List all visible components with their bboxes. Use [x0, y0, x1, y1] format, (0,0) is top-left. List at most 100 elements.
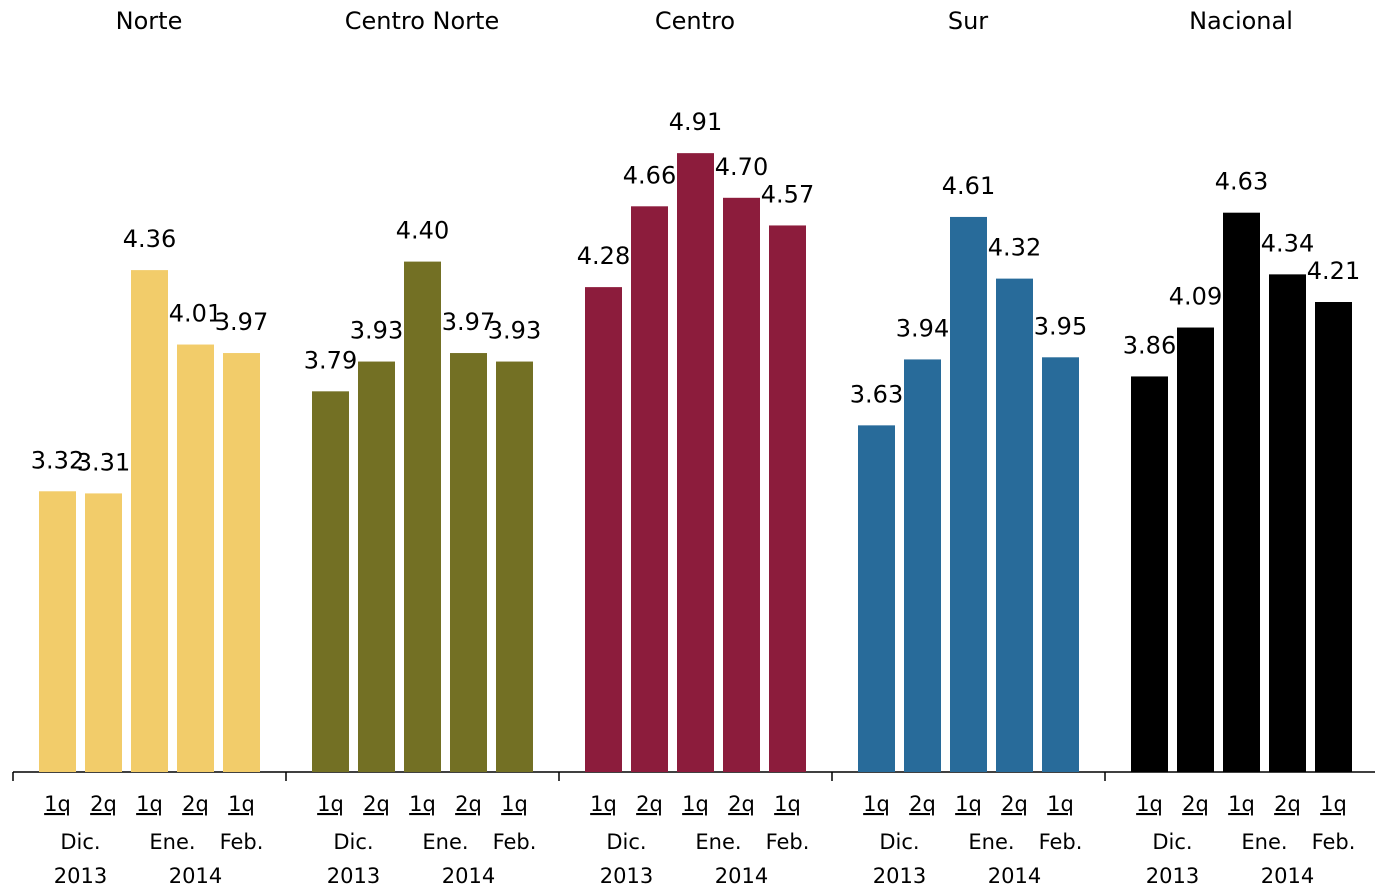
bar: [904, 359, 941, 772]
bar: [677, 153, 714, 772]
x-tick-label: 1q: [501, 792, 528, 816]
bar: [1131, 376, 1168, 772]
bar: [1177, 327, 1214, 772]
year-label: 2014: [715, 864, 768, 888]
value-label: 4.32: [988, 234, 1041, 262]
year-label: 2013: [600, 864, 653, 888]
value-label: 4.01: [169, 300, 222, 328]
month-label: Dic.: [60, 830, 100, 854]
x-tick-label: 1q: [317, 792, 344, 816]
bar: [177, 344, 214, 772]
panel-title: Centro Norte: [345, 7, 499, 35]
month-label: Ene.: [1241, 830, 1287, 854]
value-label: 4.40: [396, 217, 449, 245]
year-label: 2013: [1146, 864, 1199, 888]
year-label: 2013: [54, 864, 107, 888]
x-tick-label: 2q: [455, 792, 482, 816]
x-tick-label: 1q: [863, 792, 890, 816]
panel-title: Centro: [655, 7, 735, 35]
value-label: 4.70: [715, 153, 768, 181]
month-label: Ene.: [422, 830, 468, 854]
month-label: Ene.: [968, 830, 1014, 854]
year-label: 2014: [169, 864, 222, 888]
panel-title: Nacional: [1189, 7, 1293, 35]
bar: [496, 361, 533, 772]
x-tick-label: 2q: [636, 792, 663, 816]
value-label: 3.94: [896, 314, 949, 342]
x-tick-label: 2q: [1182, 792, 1209, 816]
value-label: 3.63: [850, 380, 903, 408]
value-label: 3.93: [488, 317, 541, 345]
value-label: 4.36: [123, 225, 176, 253]
bar: [631, 206, 668, 773]
bar: [723, 197, 760, 773]
value-label: 4.66: [623, 161, 676, 189]
year-label: 2013: [327, 864, 380, 888]
x-tick-label: 2q: [90, 792, 117, 816]
value-label: 3.97: [215, 308, 268, 336]
value-label: 3.31: [77, 448, 130, 476]
bar: [450, 353, 487, 772]
value-label: 4.61: [942, 172, 995, 200]
x-tick-label: 1q: [1047, 792, 1074, 816]
bar: [312, 391, 349, 772]
value-label: 3.95: [1034, 312, 1087, 340]
year-label: 2014: [1261, 864, 1314, 888]
x-tick-label: 2q: [1274, 792, 1301, 816]
month-label: Ene.: [149, 830, 195, 854]
year-label: 2013: [873, 864, 926, 888]
year-label: 2014: [442, 864, 495, 888]
bar: [769, 225, 806, 773]
month-label: Dic.: [606, 830, 646, 854]
value-label: 3.32: [31, 446, 84, 474]
x-tick-label: 2q: [728, 792, 755, 816]
month-label: Feb.: [220, 830, 264, 854]
month-label: Dic.: [879, 830, 919, 854]
bar: [404, 261, 441, 772]
month-label: Feb.: [493, 830, 537, 854]
bar: [996, 278, 1033, 772]
value-label: 4.21: [1307, 257, 1360, 285]
x-tick-label: 1q: [228, 792, 255, 816]
bar: [1315, 302, 1352, 772]
x-tick-label: 1q: [1136, 792, 1163, 816]
bar: [85, 493, 122, 772]
value-label: 3.97: [442, 308, 495, 336]
month-label: Feb.: [1312, 830, 1356, 854]
x-tick-label: 1q: [44, 792, 71, 816]
x-tick-label: 1q: [1228, 792, 1255, 816]
bar: [1042, 357, 1079, 772]
value-label: 3.86: [1123, 331, 1176, 359]
bar: [858, 425, 895, 772]
x-tick-label: 2q: [909, 792, 936, 816]
month-label: Feb.: [766, 830, 810, 854]
bar: [1223, 212, 1260, 773]
value-label: 3.93: [350, 317, 403, 345]
panel-title: Sur: [948, 7, 988, 35]
bar: [39, 491, 76, 772]
x-tick-label: 1q: [136, 792, 163, 816]
x-tick-label: 2q: [363, 792, 390, 816]
bar: [1269, 274, 1306, 772]
x-tick-label: 1q: [1320, 792, 1347, 816]
x-tick-label: 1q: [409, 792, 436, 816]
value-label: 3.79: [304, 346, 357, 374]
x-tick-label: 2q: [182, 792, 209, 816]
bar: [131, 270, 168, 772]
x-tick-label: 1q: [590, 792, 617, 816]
bar: [358, 361, 395, 772]
x-tick-label: 1q: [682, 792, 709, 816]
bar: [585, 287, 622, 772]
month-label: Dic.: [1152, 830, 1192, 854]
value-label: 4.28: [577, 242, 630, 270]
year-label: 2014: [988, 864, 1041, 888]
month-label: Feb.: [1039, 830, 1083, 854]
month-label: Dic.: [333, 830, 373, 854]
x-tick-label: 2q: [1001, 792, 1028, 816]
value-label: 4.57: [761, 180, 814, 208]
value-label: 4.63: [1215, 168, 1268, 196]
month-label: Ene.: [695, 830, 741, 854]
x-tick-label: 1q: [774, 792, 801, 816]
value-label: 4.34: [1261, 229, 1314, 257]
